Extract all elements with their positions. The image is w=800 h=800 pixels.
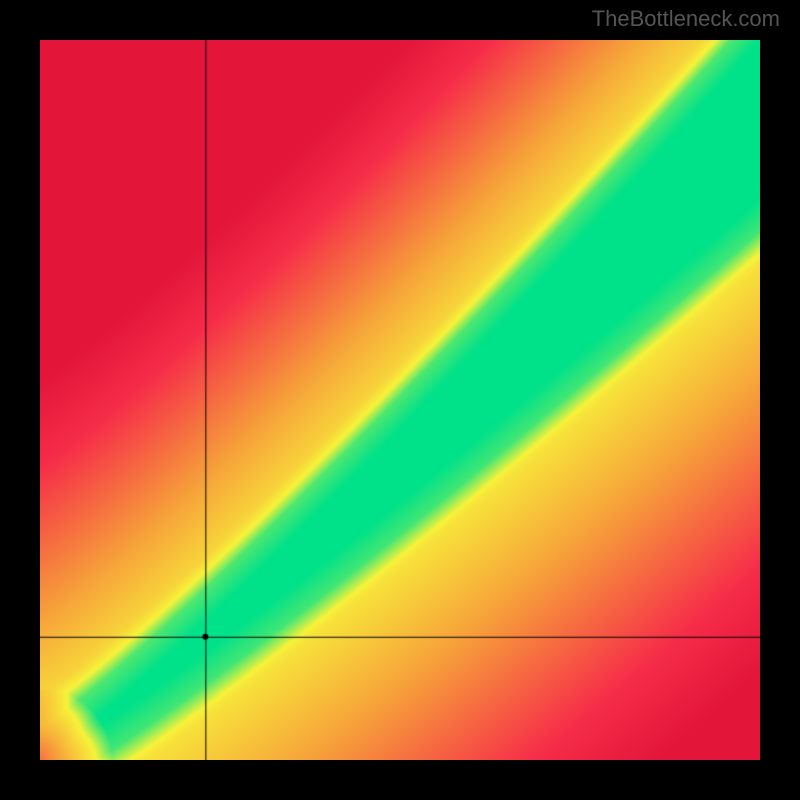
plot-area: [40, 40, 760, 760]
heatmap-canvas: [40, 40, 760, 760]
outer-frame: TheBottleneck.com: [0, 0, 800, 800]
watermark-text: TheBottleneck.com: [592, 6, 780, 32]
